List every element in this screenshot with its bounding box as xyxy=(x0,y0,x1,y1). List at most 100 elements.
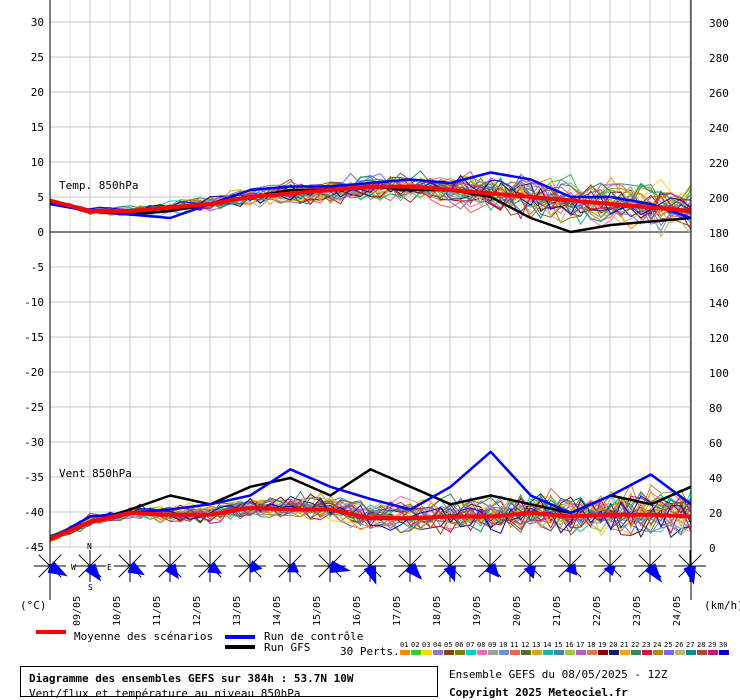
wind-rose-spoke xyxy=(278,554,291,567)
pert-swatch xyxy=(488,650,498,655)
wind-rose-spoke xyxy=(598,554,611,567)
right-tick-label: 240 xyxy=(709,122,729,135)
date-label: 09/05 xyxy=(72,596,83,626)
wind-rose-spoke xyxy=(689,554,702,567)
pert-swatch xyxy=(455,650,465,655)
pert-number: 18 xyxy=(587,641,595,649)
wind-rose-petal xyxy=(603,565,616,576)
pert-number: 19 xyxy=(598,641,606,649)
pert-number: 29 xyxy=(708,641,716,649)
date-label: 10/05 xyxy=(112,596,123,626)
wind-rose xyxy=(634,550,666,583)
date-label: 16/05 xyxy=(352,596,363,626)
compass-north: N xyxy=(87,542,92,551)
wind-rose-petal xyxy=(287,561,299,573)
wind-rose-spoke xyxy=(638,554,651,567)
series-line xyxy=(49,505,692,542)
legend-control-label: Run de contrôle xyxy=(264,630,363,643)
date-label: 17/05 xyxy=(392,596,403,626)
wind-rose-petal xyxy=(443,565,456,582)
right-tick-label: 80 xyxy=(709,402,722,415)
pert-number: 20 xyxy=(609,641,617,649)
pert-number: 17 xyxy=(576,641,584,649)
wind-rose xyxy=(474,550,506,582)
compass-east: E xyxy=(107,563,112,572)
series-line xyxy=(49,171,692,220)
wind-rose-spoke xyxy=(278,565,291,578)
perturbation-temp-line xyxy=(49,177,692,222)
main-series-lines xyxy=(49,171,692,542)
footer-title-box: Diagramme des ensembles GEFS sur 384h : … xyxy=(20,666,438,700)
pert-swatch xyxy=(675,650,685,655)
wind-rose-spoke xyxy=(518,554,531,567)
wind-rose-spoke xyxy=(438,554,451,567)
wind-rose-spoke xyxy=(238,565,251,578)
wind-rose-spoke xyxy=(169,554,182,567)
wind-rose-spoke xyxy=(638,565,651,578)
wind-rose xyxy=(674,550,706,585)
left-tick-label: 10 xyxy=(31,156,44,169)
wind-rose xyxy=(234,550,266,582)
pert-swatch xyxy=(444,650,454,655)
pert-swatch xyxy=(510,650,520,655)
pert-swatch xyxy=(697,650,707,655)
pert-number: 05 xyxy=(444,641,452,649)
left-tick-label: 15 xyxy=(31,121,44,134)
wind-rose-petal xyxy=(683,565,696,585)
pert-swatch xyxy=(620,650,630,655)
pert-number: 11 xyxy=(510,641,518,649)
pert-swatch xyxy=(466,650,476,655)
pert-number: 12 xyxy=(521,641,529,649)
right-tick-label: 0 xyxy=(709,542,716,555)
pert-number: 01 xyxy=(400,641,408,649)
wind-rose xyxy=(34,550,68,582)
wind-rose-petal xyxy=(127,561,145,576)
date-label: 15/05 xyxy=(312,596,323,626)
pert-swatch xyxy=(686,650,696,655)
wind-rose-spoke xyxy=(289,554,302,567)
left-tick-label: -45 xyxy=(24,541,44,554)
wind-rose-spoke xyxy=(478,554,491,567)
left-tick-label: -30 xyxy=(24,436,44,449)
pert-swatch xyxy=(521,650,531,655)
wind-rose-spoke xyxy=(158,554,171,567)
pert-number: 03 xyxy=(422,641,430,649)
pert-swatch xyxy=(422,650,432,655)
wind-rose-petal xyxy=(329,560,351,573)
wind-rose-spoke xyxy=(529,554,542,567)
wind-rose-spoke xyxy=(78,554,91,567)
pert-swatch xyxy=(499,650,509,655)
right-tick-label: 280 xyxy=(709,52,729,65)
wind-rose-spoke xyxy=(198,554,211,567)
wind-annotation: Vent 850hPa xyxy=(59,467,132,480)
wind-rose-spoke xyxy=(558,554,571,567)
left-axis-ticks: 30 25 20 15 10 5 0 -5 -10 -15 -20 -25 -30 -35 -40 -45 xyxy=(24,16,44,554)
wind-rose xyxy=(434,550,466,582)
pert-swatch xyxy=(433,650,443,655)
left-tick-label: -35 xyxy=(24,471,44,484)
wind-rose-petal xyxy=(523,565,536,579)
right-tick-label: 100 xyxy=(709,367,729,380)
date-label: 19/05 xyxy=(472,596,483,626)
wind-rose-petal xyxy=(565,563,578,576)
wind-rose-spoke xyxy=(369,554,382,567)
date-label: 11/05 xyxy=(152,596,163,626)
compass-south: S xyxy=(88,583,93,592)
wind-rose-spoke xyxy=(609,554,622,567)
wind-rose-spoke xyxy=(318,554,331,567)
left-tick-label: -25 xyxy=(24,401,44,414)
wind-rose xyxy=(594,550,626,582)
right-tick-label: 300 xyxy=(709,17,729,30)
left-axis-unit: (°C) xyxy=(20,599,47,612)
right-tick-label: 220 xyxy=(709,157,729,170)
wind-rose-spoke xyxy=(198,565,211,578)
pert-swatch xyxy=(543,650,553,655)
left-tick-label: -40 xyxy=(24,506,44,519)
pert-number: 09 xyxy=(488,641,496,649)
wind-rose-spoke xyxy=(358,554,371,567)
date-label: 24/05 xyxy=(672,596,683,626)
date-label: 12/05 xyxy=(192,596,203,626)
pert-number: 27 xyxy=(686,641,694,649)
left-tick-label: -20 xyxy=(24,366,44,379)
gefs-ensemble-chart: 30 25 20 15 10 5 0 -5 -10 -15 -20 -25 -30 -35 -40 -45 3… xyxy=(20,0,740,658)
